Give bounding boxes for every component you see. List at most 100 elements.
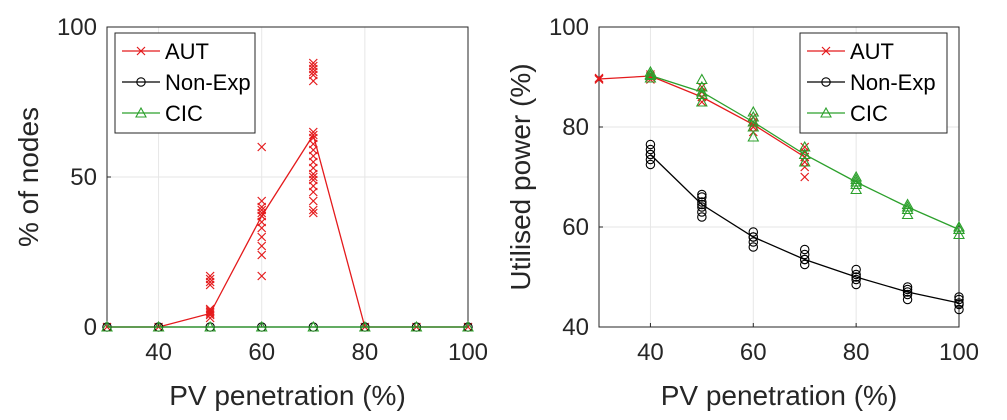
sample-point-nonexp [748, 237, 759, 247]
data-point-aut [594, 74, 604, 84]
series-line-cic [650, 74, 960, 231]
x-tick-label: 60 [740, 339, 767, 366]
sample-point-cic [798, 155, 811, 167]
data-point-cic [101, 320, 113, 332]
y-tick-label: 80 [562, 114, 589, 141]
sample-point-nonexp [954, 294, 964, 305]
sample-point-nonexp [799, 244, 810, 255]
sample-point-cic [747, 130, 760, 142]
data-point-nonexp [748, 232, 759, 242]
sample-point-nonexp [954, 292, 964, 302]
sample-point-nonexp [697, 197, 707, 207]
data-point-cic [358, 320, 371, 332]
sample-point-nonexp [697, 189, 707, 200]
data-point-nonexp [902, 287, 913, 297]
data-point-cic [410, 320, 423, 332]
sample-point-nonexp [851, 274, 861, 285]
sample-point-aut [308, 196, 318, 206]
series-cic [644, 65, 965, 240]
sample-point-nonexp [645, 139, 656, 150]
sample-point-aut [308, 61, 318, 71]
x-tick-label: 80 [843, 339, 870, 366]
sample-point-aut [257, 196, 267, 206]
sample-point-nonexp [902, 289, 913, 300]
legend-marker-cic [820, 106, 832, 118]
sample-point-nonexp [851, 264, 861, 275]
data-point-cic [204, 320, 217, 332]
data-point-cic [152, 320, 165, 332]
legend-marker-aut [821, 46, 831, 56]
sample-point-nonexp [851, 269, 861, 280]
sample-point-cic [644, 71, 657, 83]
sample-point-aut [800, 172, 810, 182]
legend-box [114, 32, 256, 134]
sample-point-aut [257, 241, 267, 251]
y-tick-label: 100 [549, 14, 589, 41]
sample-point-aut [308, 127, 318, 137]
sample-point-aut [257, 271, 267, 281]
legend-label-cic: CIC [850, 101, 888, 126]
legend-marker-nonexp [821, 77, 831, 87]
sample-point-cic [695, 95, 708, 107]
data-point-nonexp [851, 272, 861, 282]
x-tick-label: 80 [352, 339, 379, 366]
data-point-cic [644, 69, 657, 81]
x-tick-label: 40 [145, 339, 172, 366]
data-point-aut [205, 309, 215, 318]
data-point-cic [798, 148, 811, 160]
legend-marker-nonexp [136, 77, 146, 87]
sample-point-nonexp [748, 242, 759, 252]
data-point-cic [695, 85, 708, 97]
sample-point-aut [308, 172, 318, 182]
y-tick-label: 50 [70, 164, 97, 191]
legend-label-aut: AUT [850, 39, 894, 64]
data-point-nonexp [697, 199, 707, 210]
sample-point-aut [205, 271, 215, 281]
sample-point-aut [800, 142, 810, 152]
data-point-cic [901, 200, 914, 212]
sample-point-aut [308, 205, 318, 215]
data-point-aut [308, 130, 318, 140]
data-point-cic [953, 223, 965, 235]
data-point-nonexp [954, 298, 964, 308]
y-tick-label: 60 [562, 214, 589, 241]
sample-point-cic [901, 198, 914, 210]
x-tick-label: 60 [248, 339, 275, 366]
y-tick-label: 0 [84, 314, 97, 341]
series-nonexp [645, 139, 964, 315]
sample-point-nonexp [697, 207, 707, 217]
sample-point-nonexp [799, 259, 810, 270]
sample-point-nonexp [697, 212, 707, 222]
sample-point-aut [308, 58, 318, 68]
sample-point-nonexp [645, 144, 656, 155]
sample-point-nonexp [902, 284, 913, 295]
sample-point-nonexp [902, 282, 913, 292]
legend-label-nonexp: Non-Exp [165, 70, 251, 95]
data-point-cic [462, 320, 474, 332]
data-point-cic [307, 320, 320, 332]
sample-point-cic [695, 73, 708, 85]
sample-point-nonexp [954, 304, 964, 315]
sample-point-nonexp [697, 192, 707, 202]
chart-right: 40 60 80 100 40 60 80 100 PV penetration (%) Util… [505, 14, 979, 411]
sample-point-cic [695, 80, 708, 92]
data-point-cic [747, 115, 760, 127]
sample-point-aut [308, 208, 318, 218]
chart-left: 40 60 80 100 0 50 100 PV penetration (%) % of no… [13, 14, 488, 411]
y-tick-label: 40 [562, 314, 589, 341]
y-axis-label: % of nodes [13, 107, 44, 247]
axes-box [598, 26, 960, 328]
legend: AUT Non-Exp CIC [114, 32, 256, 134]
y-axis-label: Utilised power (%) [505, 63, 536, 290]
legend-label-cic: CIC [165, 101, 203, 126]
x-axis-label: PV penetration (%) [169, 380, 406, 411]
series-line-nonexp [649, 154, 960, 304]
sample-point-aut [257, 232, 267, 242]
legend-label-nonexp: Non-Exp [850, 70, 936, 95]
sample-point-aut [257, 142, 267, 152]
sample-point-nonexp [645, 159, 656, 170]
sample-point-cic [953, 220, 965, 232]
legend: AUT Non-Exp CIC [799, 32, 948, 134]
sample-point-nonexp [902, 294, 913, 305]
sample-point-cic [798, 140, 811, 152]
